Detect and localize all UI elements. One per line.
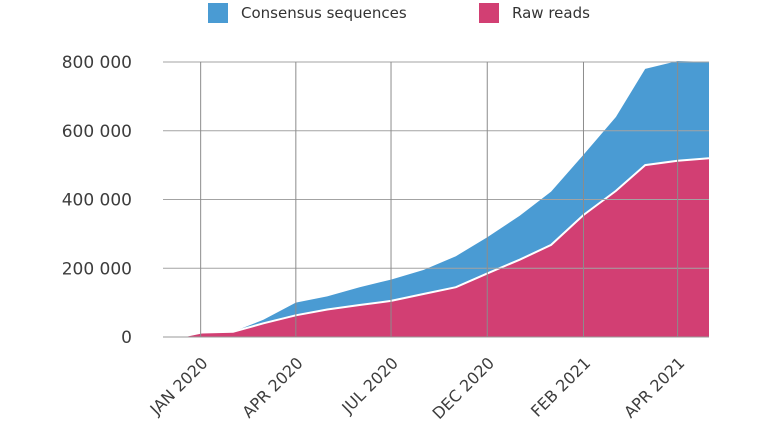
x-tick-label: JAN 2020	[146, 353, 212, 419]
series-boundary-line	[162, 157, 710, 338]
legend-swatch-consensus	[208, 3, 228, 23]
legend-swatch-raw-reads	[479, 3, 499, 23]
x-tick-label: JUL 2020	[337, 353, 401, 417]
area-raw-reads	[163, 158, 709, 337]
y-tick-label: 400 000	[62, 191, 132, 211]
legend-item-consensus[interactable]: Consensus sequences	[208, 3, 407, 23]
y-tick-label: 800 000	[62, 53, 132, 73]
x-tick-label: APR 2020	[238, 353, 306, 421]
y-tick-label: 0	[121, 328, 132, 348]
legend-label-raw-reads: Raw reads	[512, 4, 590, 22]
x-tick-label: APR 2021	[620, 353, 688, 421]
x-tick-label: DEC 2020	[428, 353, 498, 423]
x-tick-label: FEB 2021	[527, 353, 594, 420]
y-tick-label: 200 000	[62, 259, 132, 279]
legend: Consensus sequences Raw reads	[0, 3, 762, 27]
y-tick-label: 600 000	[62, 122, 132, 142]
legend-label-consensus: Consensus sequences	[241, 4, 407, 22]
legend-item-raw-reads[interactable]: Raw reads	[479, 3, 590, 23]
